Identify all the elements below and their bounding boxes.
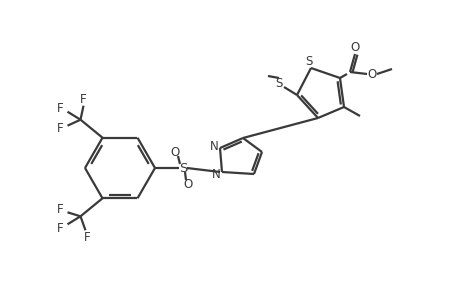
Text: F: F [57,222,64,235]
Text: F: F [84,231,90,244]
Text: F: F [57,122,64,135]
Text: S: S [275,76,282,89]
Text: O: O [183,178,192,190]
Text: S: S [305,55,312,68]
Text: F: F [80,93,87,106]
Text: S: S [179,161,187,175]
Text: F: F [57,102,64,115]
Text: N: N [209,140,218,152]
Text: N: N [211,167,220,181]
Text: F: F [57,203,64,216]
Text: O: O [367,68,376,80]
Text: O: O [170,146,179,158]
Text: O: O [350,40,359,53]
